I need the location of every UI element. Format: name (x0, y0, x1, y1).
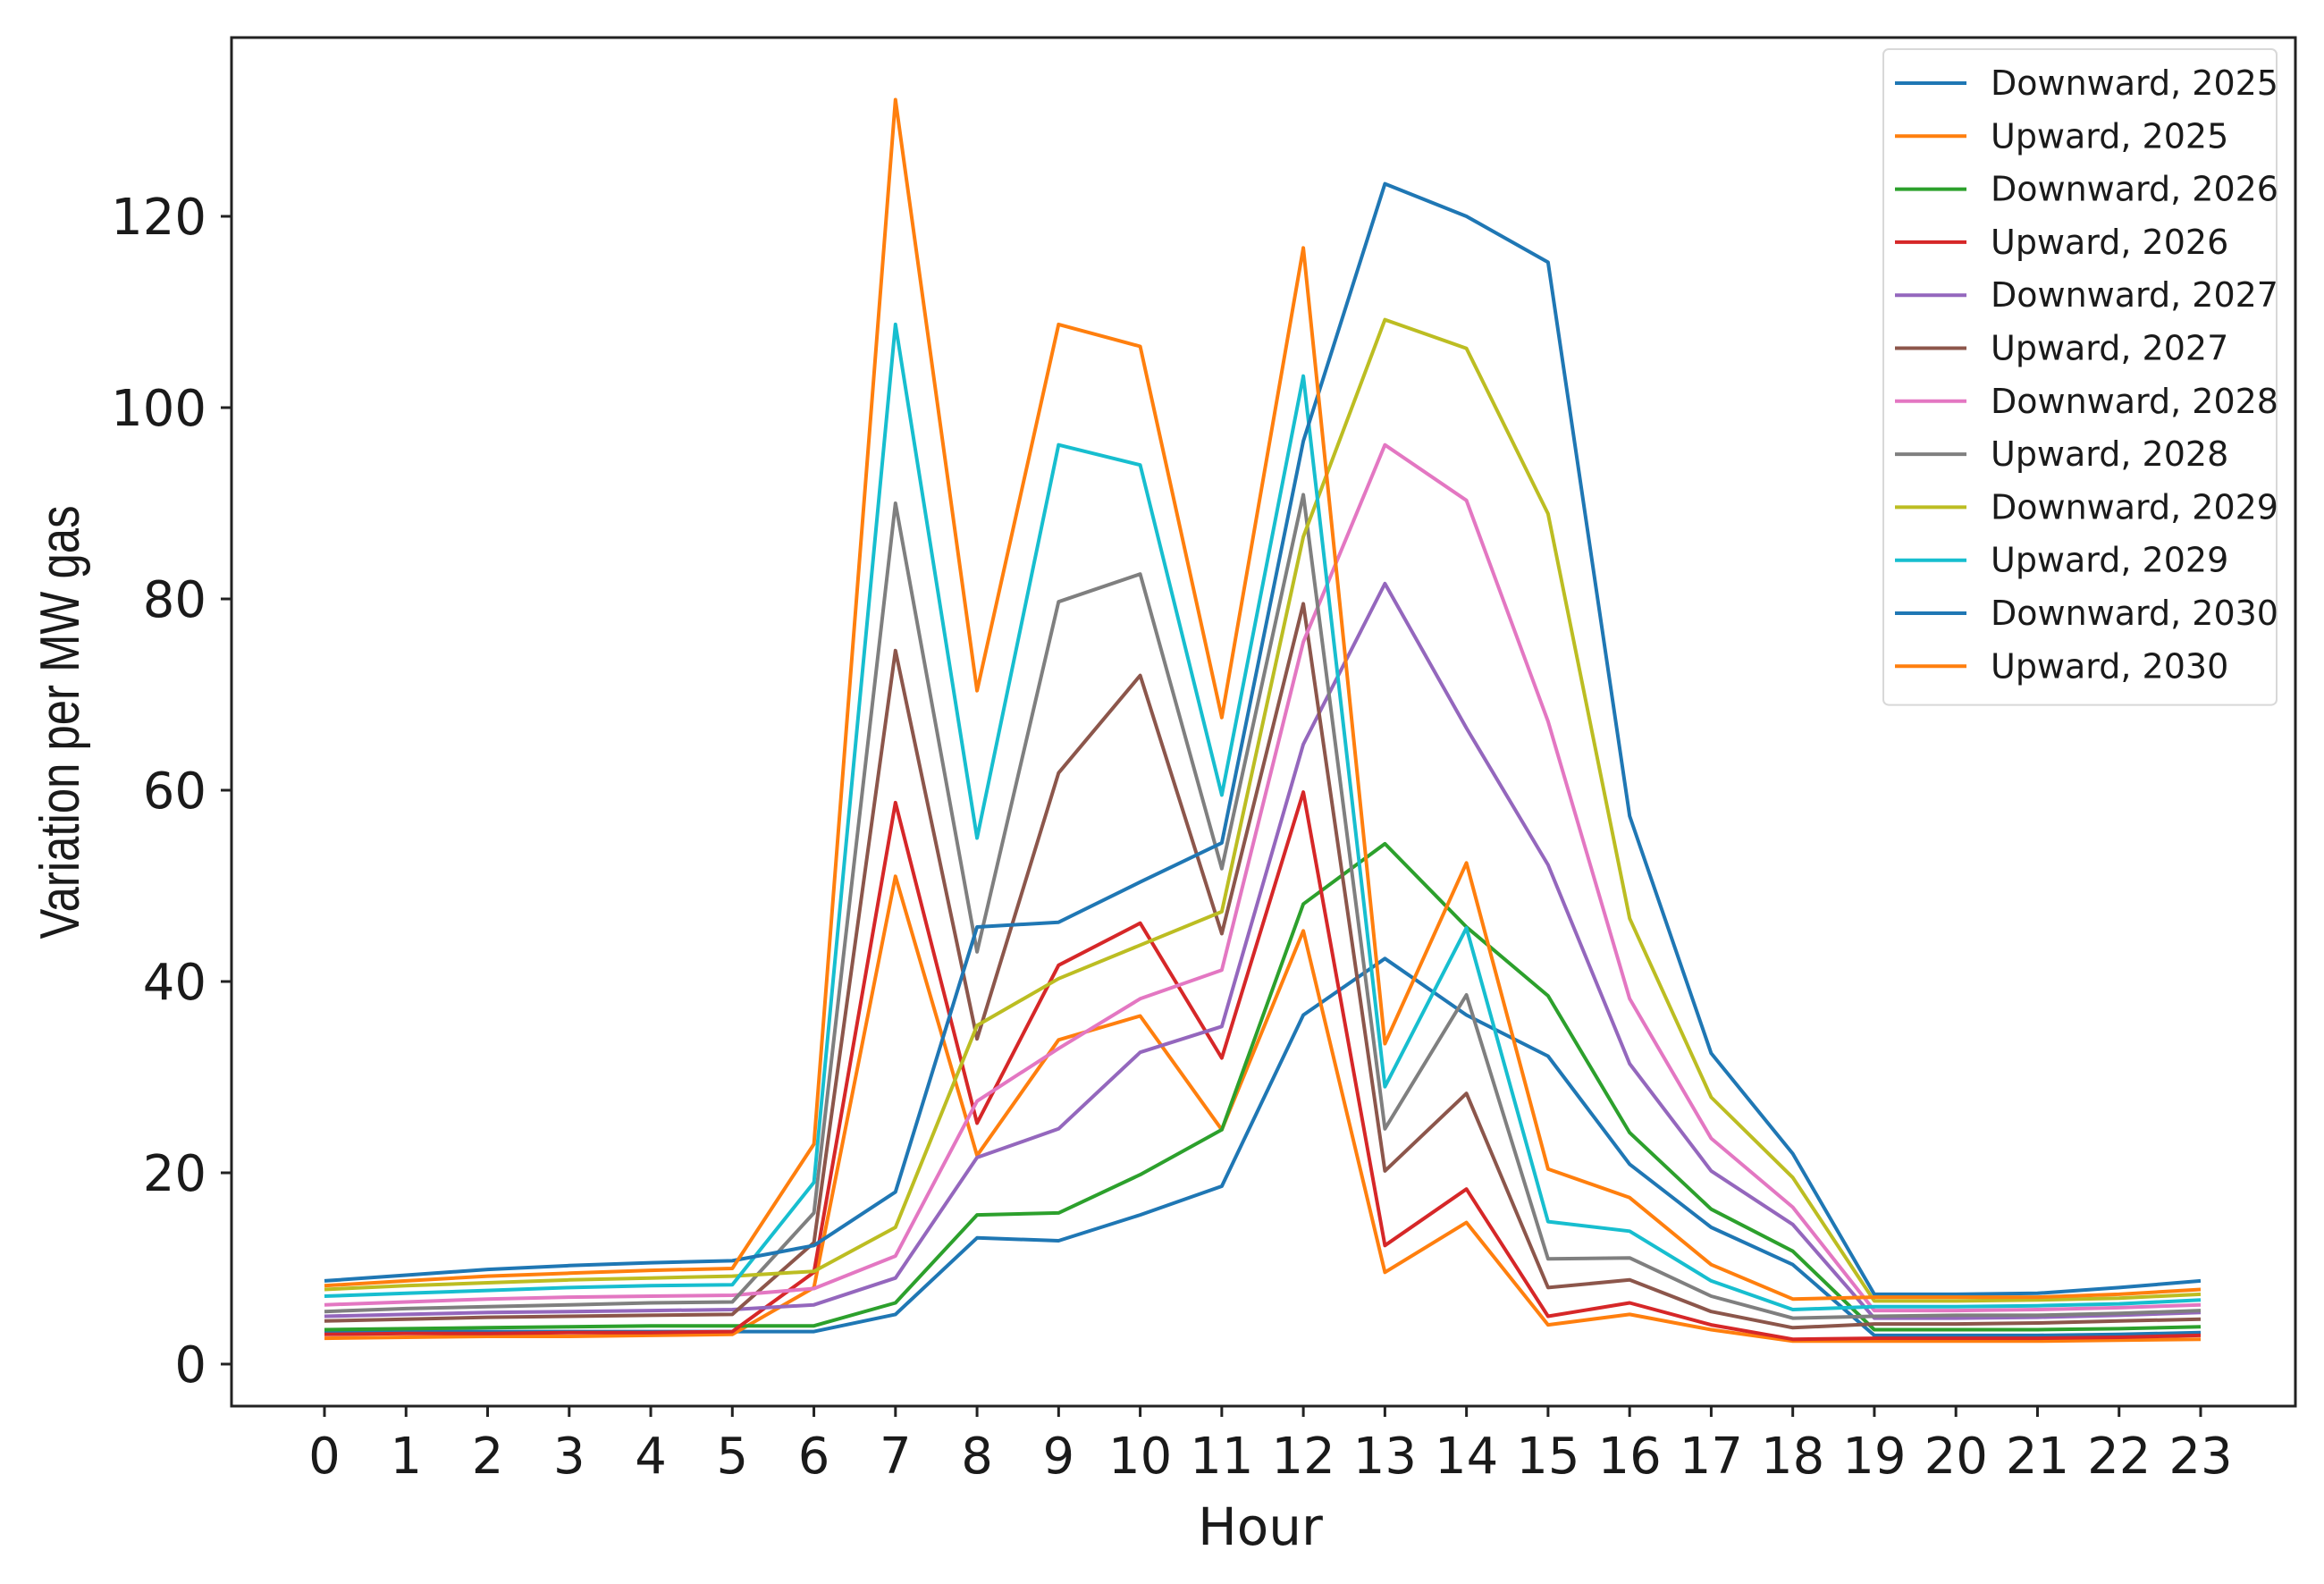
legend-label: Upward, 2029 (1991, 541, 2228, 580)
legend-item: Downward, 2028 (1895, 382, 2278, 421)
x-tick-label: 19 (1842, 1428, 1906, 1486)
series-line-6 (324, 442, 2202, 1313)
series-layer (324, 97, 2202, 1344)
legend-item: Upward, 2028 (1895, 434, 2228, 474)
y-tick-label: 80 (143, 571, 206, 629)
x-tick-label: 23 (2168, 1428, 2232, 1486)
x-tick-label: 14 (1435, 1428, 1498, 1486)
x-tick-label: 3 (553, 1428, 585, 1486)
plot-frame (230, 36, 2297, 1408)
x-tick-label: 7 (880, 1428, 912, 1486)
y-tick-label: 20 (143, 1145, 206, 1203)
x-tick-label: 12 (1271, 1428, 1335, 1486)
x-tick-label: 8 (961, 1428, 993, 1486)
legend-label: Downward, 2027 (1991, 275, 2278, 315)
x-tick-label: 0 (308, 1428, 341, 1486)
x-tick-label: 10 (1108, 1428, 1172, 1486)
series-line-5 (324, 602, 2202, 1330)
legend-item: Downward, 2025 (1895, 63, 2278, 103)
x-axis: 0 1 2 3 4 5 6 7 8 9 10 11 12 13 14 15 16 17 18 19 20 21 22 23 (308, 1406, 2233, 1486)
series-line-3 (324, 790, 2202, 1342)
legend-box (1882, 48, 2278, 706)
y-axis: 0 20 40 60 80 100 120 (111, 189, 232, 1394)
x-tick-label: 9 (1043, 1428, 1075, 1486)
series-line-11 (324, 97, 2202, 1302)
legend-item: Upward, 2027 (1895, 329, 2228, 368)
x-tick-label: 2 (472, 1428, 504, 1486)
series-line-10 (324, 181, 2202, 1296)
legend-item: Upward, 2025 (1895, 116, 2228, 156)
y-tick-label: 120 (111, 189, 206, 247)
legend-label: Downward, 2029 (1991, 487, 2278, 527)
x-tick-label: 4 (635, 1428, 667, 1486)
x-tick-label: 20 (1924, 1428, 1988, 1486)
x-tick-label: 21 (2006, 1428, 2069, 1486)
legend-item: Upward, 2026 (1895, 223, 2228, 262)
x-tick-label: 11 (1190, 1428, 1253, 1486)
x-tick-label: 16 (1598, 1428, 1662, 1486)
x-tick-label: 1 (390, 1428, 422, 1486)
legend-label: Upward, 2025 (1991, 116, 2228, 156)
legend-label: Upward, 2026 (1991, 223, 2228, 262)
legend-label: Upward, 2030 (1991, 646, 2228, 686)
legend-label: Downward, 2030 (1991, 594, 2278, 633)
y-tick-label: 40 (143, 954, 206, 1012)
y-tick-label: 0 (174, 1336, 206, 1394)
x-tick-label: 22 (2087, 1428, 2151, 1486)
legend-item: Downward, 2026 (1895, 170, 2278, 209)
y-axis-label: Variation per MW gas (29, 506, 91, 939)
series-line-8 (324, 317, 2202, 1303)
legend-item: Downward, 2030 (1895, 594, 2278, 633)
series-line-4 (324, 581, 2202, 1320)
x-tick-label: 17 (1680, 1428, 1743, 1486)
legend-item: Downward, 2029 (1895, 487, 2278, 527)
x-tick-label: 18 (1761, 1428, 1824, 1486)
series-line-1 (324, 874, 2202, 1344)
legend-label: Upward, 2027 (1991, 329, 2228, 368)
legend-label: Downward, 2028 (1991, 382, 2278, 421)
legend-label: Downward, 2025 (1991, 63, 2278, 103)
legend: Downward, 2025 Upward, 2025 Downward, 2026… (1882, 48, 2278, 706)
series-line-2 (324, 841, 2202, 1332)
y-tick-label: 100 (111, 380, 206, 438)
x-tick-label: 15 (1516, 1428, 1579, 1486)
x-tick-label: 13 (1353, 1428, 1417, 1486)
legend-item: Downward, 2027 (1895, 275, 2278, 315)
legend-label: Downward, 2026 (1991, 170, 2278, 209)
x-axis-label: Hour (1198, 1496, 1323, 1557)
legend-item: Upward, 2030 (1895, 646, 2228, 686)
series-line-9 (324, 322, 2202, 1311)
x-tick-label: 5 (716, 1428, 748, 1486)
y-tick-label: 60 (143, 763, 206, 821)
legend-label: Upward, 2028 (1991, 434, 2228, 474)
legend-item: Upward, 2029 (1895, 541, 2228, 580)
series-line-7 (324, 493, 2202, 1320)
x-tick-label: 6 (798, 1428, 830, 1486)
